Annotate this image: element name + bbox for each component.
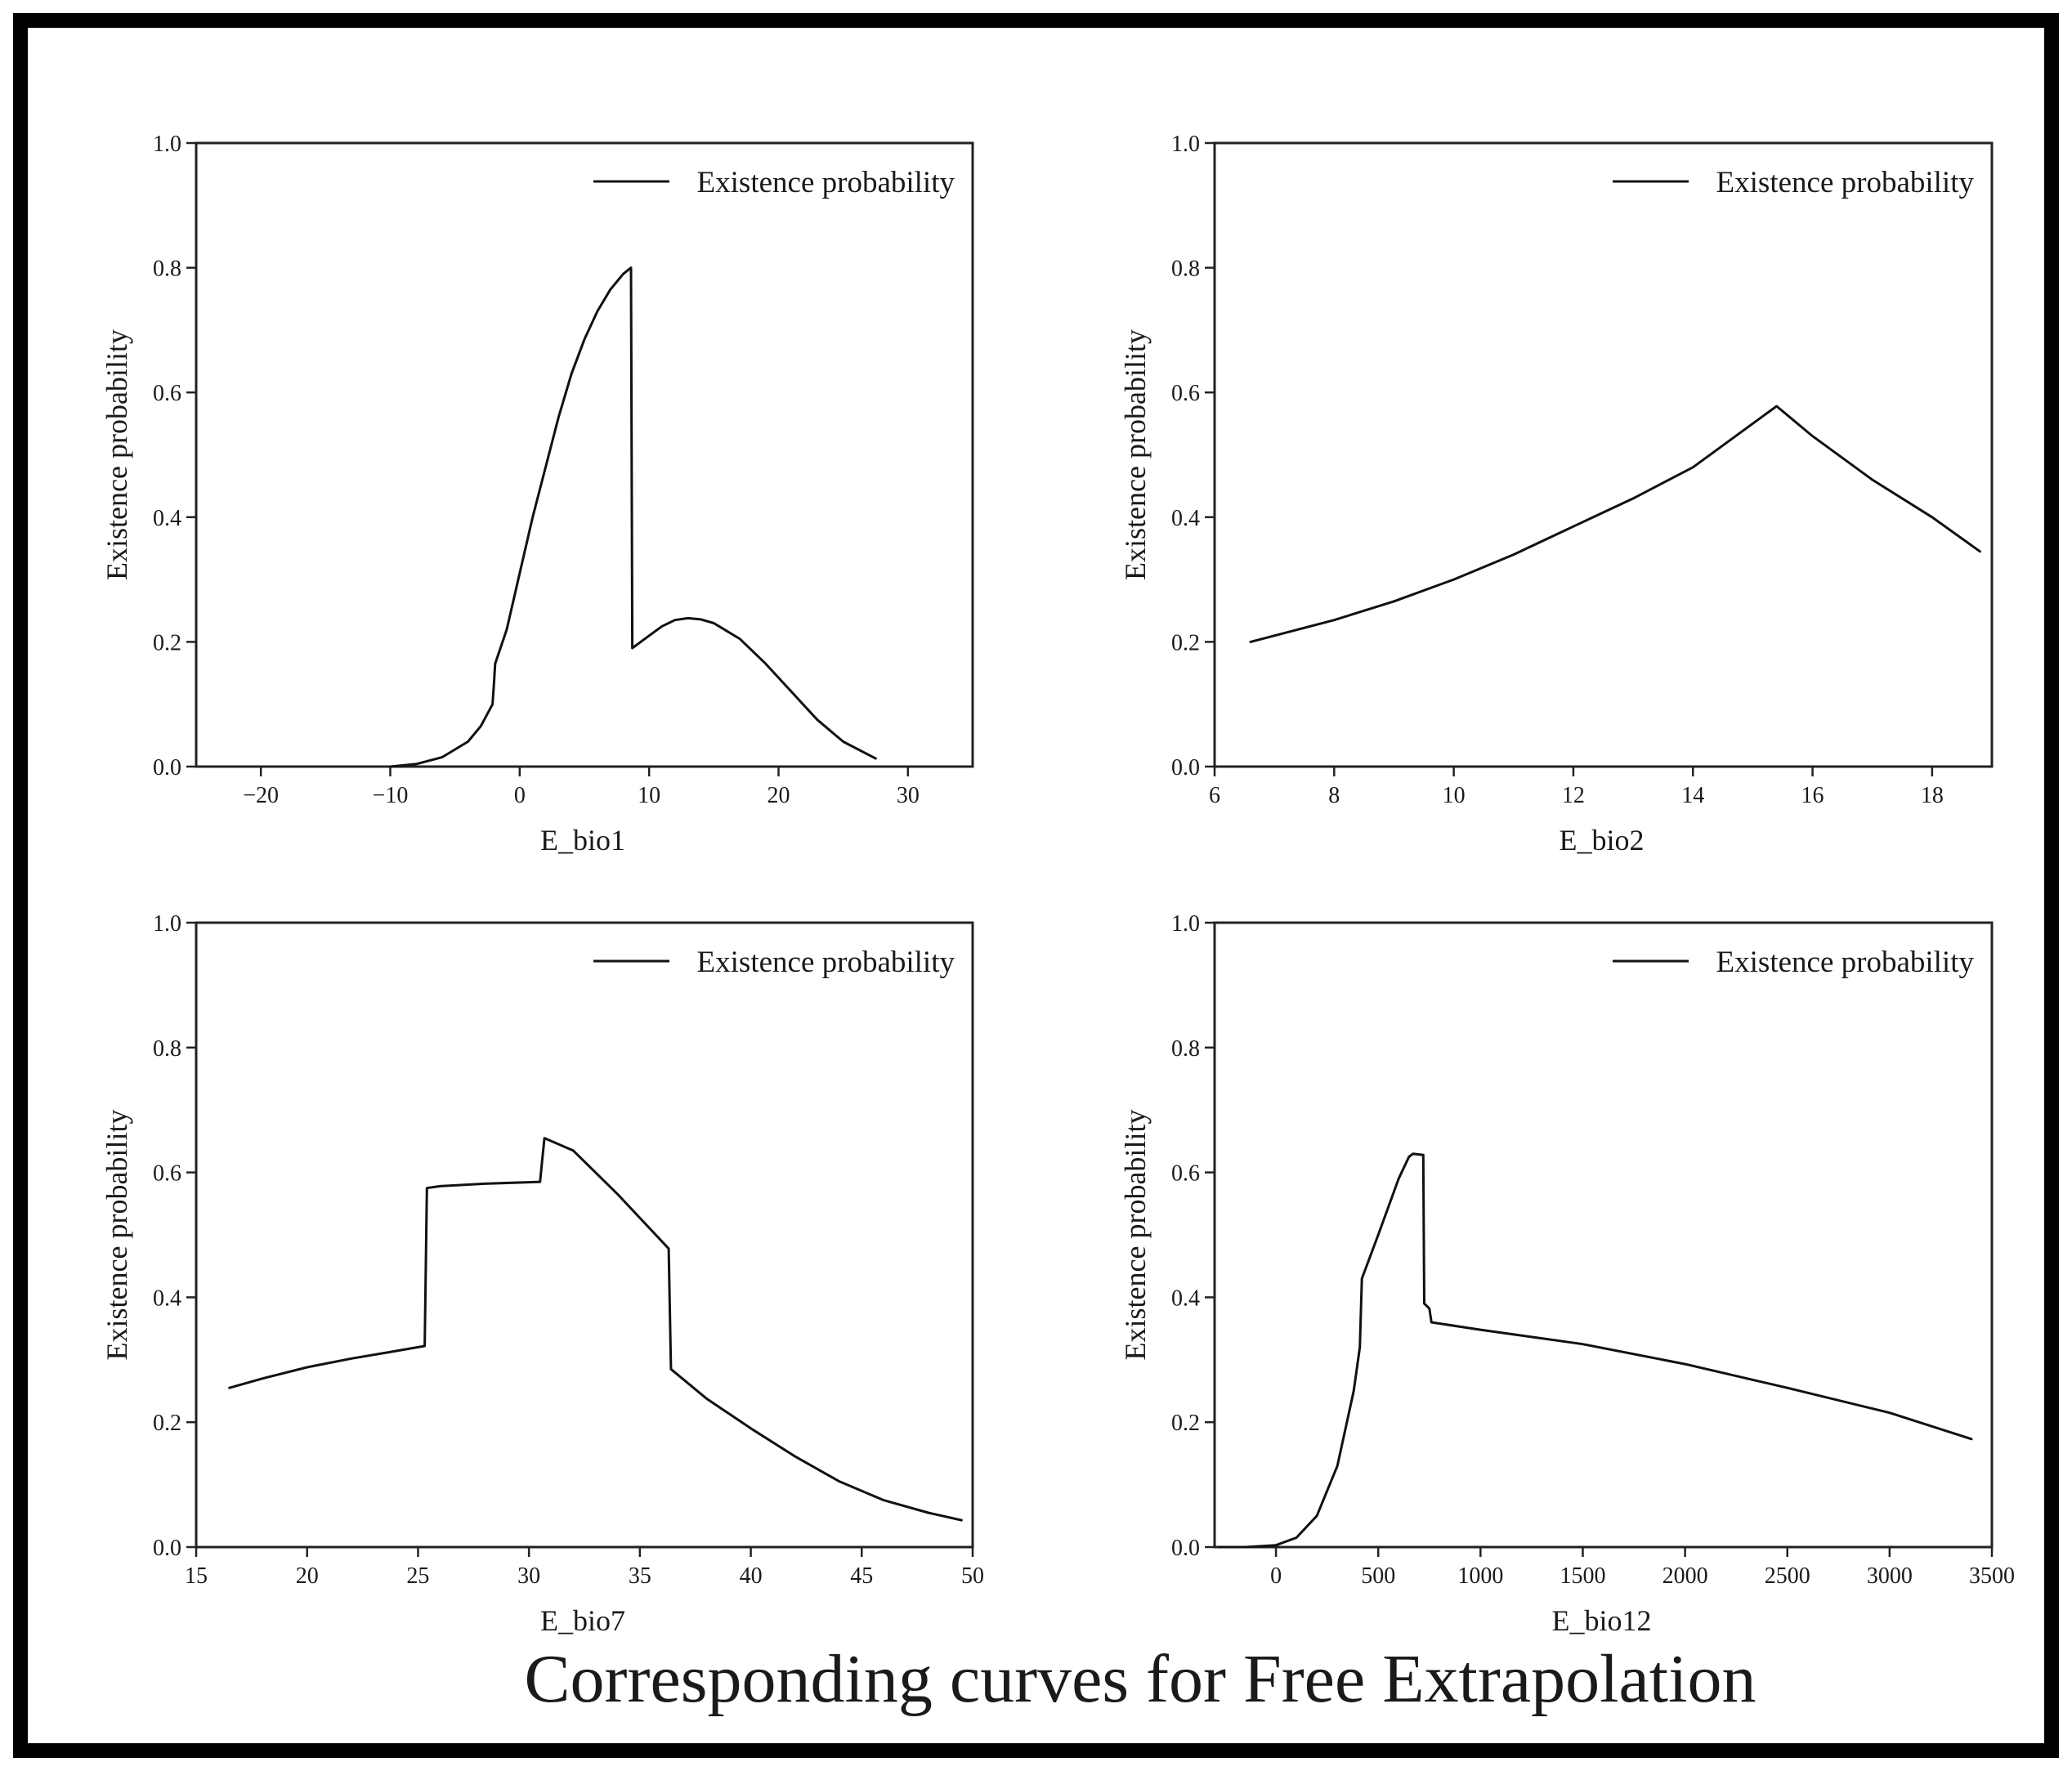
chart2-e-bio2-x-tick-label: 14: [1681, 783, 1704, 808]
chart3-e-bio7-y-tick-label: 0.6: [153, 1161, 181, 1187]
chart2-e-bio2-y-tick-label: 1.0: [1171, 132, 1200, 157]
chart2-e-bio2-y-tick-label: 0.4: [1171, 506, 1200, 531]
chart3-e-bio7-x-tick-label: 30: [517, 1563, 540, 1589]
chart1-e-bio1-x-tick-label: 10: [638, 783, 660, 808]
chart4-e-bio12-x-tick-label: 500: [1361, 1563, 1395, 1589]
chart2-e-bio2-legend-label: Existence probability: [1716, 166, 1975, 199]
chart3-e-bio7-x-tick-label: 15: [185, 1563, 208, 1589]
figure-title: Corresponding curves for Free Extrapolat…: [525, 1641, 1757, 1717]
chart2-e-bio2-y-tick-label: 0.8: [1171, 257, 1200, 282]
chart4-e-bio12-x-tick-label: 3000: [1867, 1563, 1913, 1589]
chart1-e-bio1-legend-label: Existence probability: [697, 166, 955, 199]
chart1-e-bio1-x-tick-label: 20: [767, 783, 790, 808]
chart1-e-bio1-series-line: [389, 266, 877, 768]
chart4-e-bio12-x-tick-label: 3500: [1969, 1563, 2015, 1589]
chart2-e-bio2-plot-area: [1213, 141, 1994, 768]
chart4-e-bio12-plot-area: [1213, 921, 1994, 1549]
chart4-e-bio12-x-tick-label: 0: [1270, 1563, 1282, 1589]
chart1-e-bio1-y-tick-label: 0.2: [153, 630, 181, 655]
chart1-e-bio1-plot-area: [195, 141, 974, 768]
chart4-e-bio12-y-tick-label: 0.4: [1171, 1286, 1200, 1311]
chart3-e-bio7-y-tick-label: 0.8: [153, 1036, 181, 1062]
chart3-e-bio7-y-tick-label: 1.0: [153, 911, 181, 937]
chart3-e-bio7-x-tick-label: 50: [961, 1563, 984, 1589]
chart3-e-bio7-y-axis-label: Existence probability: [101, 1110, 133, 1361]
chart2-e-bio2-y-tick-label: 0.0: [1171, 755, 1200, 780]
chart1-e-bio1-y-tick-label: 0.4: [153, 506, 181, 531]
chart1-e-bio1-x-tick-label: 30: [897, 783, 920, 808]
chart1-e-bio1: −20 −10 0 10 20 30 0.0 0.2 0.4 0.6 0.8 1.0 E_bio1 Exi…: [101, 132, 974, 856]
chart4-e-bio12-y-tick-label: 0.6: [1171, 1161, 1200, 1187]
chart1-e-bio1-y-tick-label: 0.6: [153, 381, 181, 406]
figure-frame: [13, 13, 2059, 1758]
chart3-e-bio7-x-tick-label: 45: [850, 1563, 873, 1589]
chart4-e-bio12-y-tick-label: 0.2: [1171, 1411, 1200, 1436]
chart2-e-bio2-x-tick-label: 10: [1443, 783, 1466, 808]
chart3-e-bio7-y-tick-label: 0.0: [153, 1536, 181, 1561]
chart4-e-bio12-x-tick-label: 2000: [1663, 1563, 1708, 1589]
chart3-e-bio7-x-tick-label: 20: [296, 1563, 319, 1589]
chart2-e-bio2-x-axis-label: E_bio2: [1560, 824, 1645, 856]
chart4-e-bio12-x-axis-label: E_bio12: [1552, 1604, 1652, 1637]
chart4-e-bio12-x-tick-label: 2500: [1765, 1563, 1810, 1589]
chart3-e-bio7-x-tick-label: 35: [629, 1563, 651, 1589]
chart1-e-bio1-y-axis-label: Existence probability: [101, 329, 133, 580]
chart4-e-bio12-x-tick-label: 1000: [1457, 1563, 1503, 1589]
chart3-e-bio7-y-tick-label: 0.4: [153, 1286, 181, 1311]
chart2-e-bio2-x-tick-label: 12: [1562, 783, 1585, 808]
chart2-e-bio2-y-axis-label: Existence probability: [1119, 329, 1152, 580]
chart4-e-bio12-y-tick-label: 0.8: [1171, 1036, 1200, 1062]
chart1-e-bio1-y-tick-label: 0.0: [153, 755, 181, 780]
chart3-e-bio7-x-tick-label: 40: [740, 1563, 763, 1589]
chart4-e-bio12-y-axis-label: Existence probability: [1119, 1110, 1152, 1361]
chart1-e-bio1-x-axis-label: E_bio1: [540, 824, 625, 856]
chart3-e-bio7: 15 20 25 30 35 40 45 50 0.0 0.2 0.4 0.6 0.8 1.0 E_bio7…: [101, 911, 984, 1637]
chart2-e-bio2-y-tick-label: 0.2: [1171, 630, 1200, 655]
chart3-e-bio7-series-line: [228, 1137, 963, 1522]
chart4-e-bio12-series-line: [1217, 1152, 1973, 1549]
chart2-e-bio2-y-tick-label: 0.6: [1171, 381, 1200, 406]
chart1-e-bio1-y-tick-label: 0.8: [153, 257, 181, 282]
chart3-e-bio7-plot-area: [195, 921, 974, 1549]
chart3-e-bio7-x-axis-label: E_bio7: [540, 1604, 625, 1637]
chart2-e-bio2-x-tick-label: 8: [1328, 783, 1340, 808]
chart2-e-bio2: 6 8 10 12 14 16 18 0.0 0.2 0.4 0.6 0.8 1.0 E_bio2 Exis…: [1119, 132, 1994, 856]
chart2-e-bio2-x-tick-label: 16: [1801, 783, 1824, 808]
chart4-e-bio12: 0 500 1000 1500 2000 2500 3000 3500 0.0 0.2 0.4 0.6…: [1119, 911, 2015, 1637]
chart2-e-bio2-x-tick-label: 6: [1209, 783, 1220, 808]
chart2-e-bio2-series-line: [1249, 405, 1981, 643]
chart4-e-bio12-y-tick-label: 0.0: [1171, 1536, 1200, 1561]
chart3-e-bio7-y-tick-label: 0.2: [153, 1411, 181, 1436]
chart4-e-bio12-legend-label: Existence probability: [1716, 946, 1975, 979]
chart4-e-bio12-x-tick-label: 1500: [1560, 1563, 1605, 1589]
chart1-e-bio1-x-tick-label: −20: [243, 783, 279, 808]
chart1-e-bio1-x-tick-label: 0: [514, 783, 526, 808]
chart4-e-bio12-y-tick-label: 1.0: [1171, 911, 1200, 937]
chart2-e-bio2-x-tick-label: 18: [1921, 783, 1944, 808]
chart1-e-bio1-x-tick-label: −10: [373, 783, 409, 808]
chart3-e-bio7-legend-label: Existence probability: [697, 946, 955, 979]
chart1-e-bio1-y-tick-label: 1.0: [153, 132, 181, 157]
chart3-e-bio7-x-tick-label: 25: [406, 1563, 429, 1589]
